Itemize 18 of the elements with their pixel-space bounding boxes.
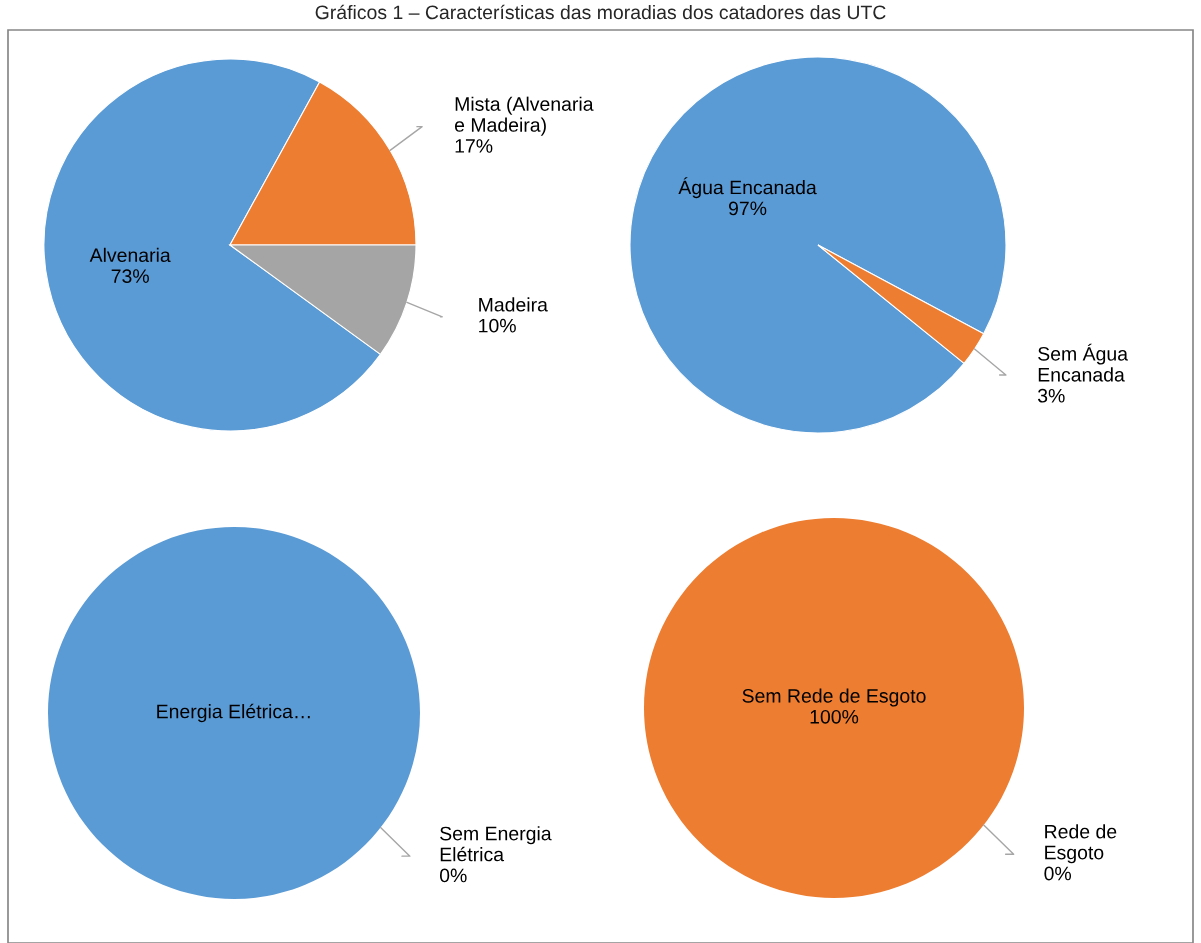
slice-label: Sem Rede de Esgoto [742, 688, 926, 707]
slice-label: Energia Elétrica… [157, 703, 310, 723]
data-label: 97% [728, 201, 767, 216]
slice-label: Sem Água Encanada [1038, 343, 1129, 382]
data-label: 73% [111, 269, 149, 284]
legend-label: Sem Energia Elétrica [440, 826, 552, 862]
slice-label: Alvenaria [89, 247, 171, 263]
legend-label: Rede de Esgoto [1045, 824, 1117, 864]
data-label: 17% [455, 139, 493, 153]
data-label: 100% [810, 709, 859, 724]
chart-title: Gráficos 1 – Características das moradias dos catadores das UTC [315, 4, 886, 20]
text: 0% [439, 868, 467, 883]
data-label: 10% [479, 318, 516, 333]
data-label: 3% [1037, 388, 1065, 403]
legend-label: Madeira [479, 297, 548, 312]
slice-label: Mista (Alvenaria e Madeira) [454, 96, 594, 136]
slice-label: Água Encanada [678, 177, 817, 199]
text: 0% [1044, 866, 1072, 881]
